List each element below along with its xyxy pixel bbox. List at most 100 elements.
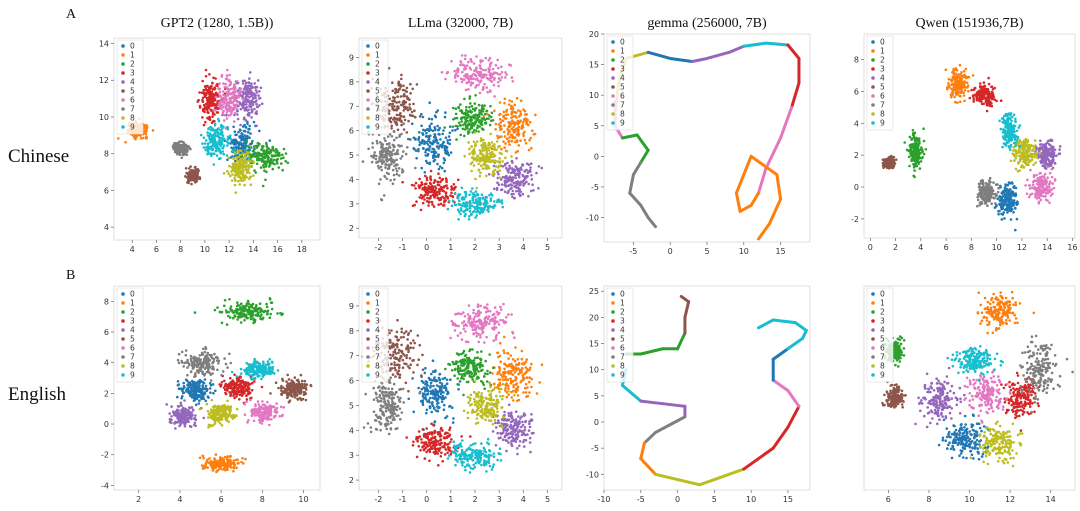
- scatter-point-8: [231, 173, 234, 176]
- scatter-point-7: [381, 162, 384, 165]
- scatter-point-2: [477, 130, 480, 133]
- scatter-point-8: [498, 157, 502, 160]
- scatter-point-6: [232, 96, 235, 100]
- scatter-point-7: [990, 202, 993, 205]
- scatter-point-3: [989, 96, 992, 99]
- scatter-point-4: [520, 168, 523, 171]
- scatter-point-6: [1050, 175, 1054, 179]
- scatter-point-8: [489, 132, 493, 136]
- scatter-point-0: [236, 109, 239, 113]
- scatter-point-7: [406, 146, 409, 149]
- scatter-point-9: [206, 145, 210, 148]
- scatter-point-5: [409, 108, 412, 111]
- scatter-point-0: [1001, 192, 1004, 195]
- scatter-point-8: [470, 169, 473, 173]
- x-tick-label: 15: [775, 247, 785, 256]
- scatter-point-6: [227, 87, 230, 91]
- embedding-curve-segment: [742, 154, 753, 177]
- scatter-point-2: [476, 124, 480, 127]
- scatter-point-3: [207, 96, 210, 99]
- embedding-curve-segment: [779, 105, 794, 140]
- scatter-point-7: [384, 166, 387, 169]
- scatter-point-2: [480, 123, 484, 126]
- scatter-point-1: [950, 95, 953, 99]
- scatter-point-4: [521, 174, 525, 178]
- scatter-point-3: [425, 176, 429, 180]
- scatter-point-4: [527, 195, 530, 198]
- scatter-point-1: [954, 88, 958, 92]
- scatter-point-6: [1029, 168, 1032, 172]
- scatter-point-3: [986, 94, 990, 97]
- scatter-point-5: [398, 82, 401, 86]
- scatter-point-1: [507, 128, 510, 132]
- scatter-point-0: [444, 111, 447, 114]
- scatter-point-3: [979, 94, 982, 98]
- scatter-point-8: [479, 137, 483, 140]
- scatter-point-1: [521, 125, 525, 129]
- scatter-point-7: [174, 149, 178, 153]
- scatter-point-9: [480, 193, 484, 197]
- scatter-point-7: [391, 182, 395, 185]
- scatter-point-3: [438, 190, 442, 193]
- scatter-point-9: [474, 194, 477, 197]
- scatter-point-8: [240, 169, 243, 173]
- scatter-point-1: [494, 128, 497, 131]
- scatter-point-6: [500, 76, 504, 79]
- embedding-curve-segment: [668, 56, 694, 64]
- scatter-point-4: [517, 174, 521, 177]
- scatter-point-3: [204, 93, 208, 97]
- scatter-point-2: [916, 147, 919, 151]
- scatter-point-6: [493, 78, 496, 81]
- scatter-point-7: [978, 203, 981, 207]
- scatter-point-9: [498, 200, 501, 203]
- scatter-point-1: [947, 77, 951, 81]
- legend-marker-5: [121, 89, 125, 93]
- scatter-point-3: [213, 119, 216, 123]
- scatter-point-6: [497, 84, 500, 88]
- scatter-point-1: [499, 112, 502, 116]
- scatter-point-6: [480, 76, 483, 79]
- scatter-point-8: [480, 164, 483, 167]
- scatter-point-7: [980, 188, 984, 192]
- scatter-point-7: [382, 194, 386, 197]
- scatter-point-9: [462, 204, 466, 207]
- scatter-point-1: [518, 120, 522, 124]
- embedding-curve-segment: [764, 136, 783, 171]
- scatter-point-1: [494, 122, 498, 126]
- scatter-point-9: [487, 210, 490, 213]
- scatter-point-5: [391, 81, 394, 84]
- scatter-point-6: [1032, 173, 1036, 177]
- scatter-point-7: [388, 154, 392, 157]
- scatter-point-8: [470, 145, 473, 148]
- scatter-point-1: [140, 137, 143, 140]
- scatter-point-0: [440, 166, 444, 170]
- scatter-point-8: [485, 151, 489, 155]
- scatter-point-6: [507, 63, 511, 66]
- scatter-point-5: [391, 89, 395, 93]
- scatter-point-6: [236, 107, 239, 111]
- scatter-point-0: [997, 212, 1000, 216]
- x-tick-label: 5: [545, 243, 550, 252]
- scatter-point-5: [391, 107, 394, 111]
- scatter-point-0: [420, 124, 423, 128]
- scatter-point-3: [211, 82, 214, 85]
- y-tick-label: 8: [104, 150, 109, 159]
- scatter-point-8: [477, 162, 480, 166]
- scatter-point-0: [434, 115, 438, 119]
- scatter-point-5: [394, 88, 397, 91]
- scatter-point-4: [248, 95, 251, 99]
- y-tick-label: -5: [591, 183, 599, 192]
- scatter-point-3: [988, 101, 991, 105]
- scatter-point-9: [489, 192, 493, 195]
- scatter-point-5: [402, 128, 406, 131]
- scatter-point-4: [246, 98, 250, 102]
- scatter-point-8: [487, 149, 491, 152]
- scatter-point-8: [248, 165, 251, 168]
- scatter-point-4: [242, 117, 246, 121]
- scatter-point-4: [511, 195, 514, 199]
- scatter-point-4: [530, 162, 533, 165]
- scatter-point-7: [986, 191, 990, 195]
- scatter-point-6: [488, 89, 492, 92]
- legend-label-5: 5: [130, 87, 135, 96]
- scatter-point-7: [381, 150, 385, 154]
